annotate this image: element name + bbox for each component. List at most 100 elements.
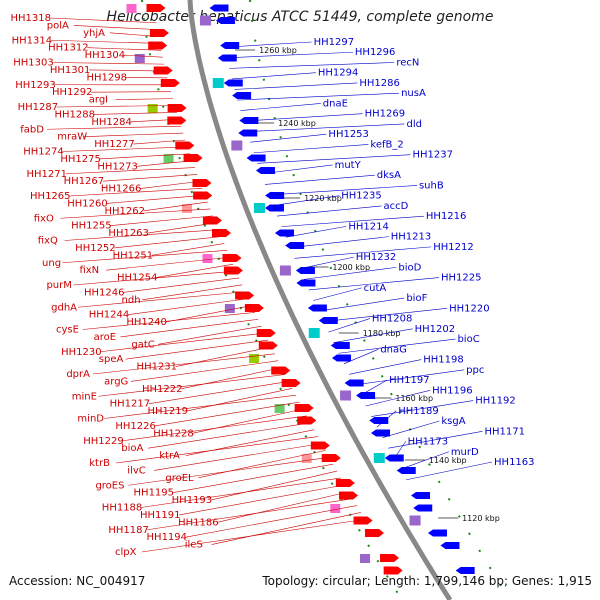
reverse-label-leader	[338, 338, 456, 354]
forward-label-leader	[106, 194, 206, 204]
reverse-gene-arrow	[344, 379, 364, 387]
reverse-gene-label: HH1294	[318, 68, 359, 79]
forward-label-leader	[181, 367, 282, 390]
reverse-label-leader	[308, 277, 440, 291]
forward-label-leader	[109, 32, 159, 37]
reverse-gene-arrow	[274, 229, 294, 237]
reverse-gene-label: HH1213	[391, 232, 432, 243]
reverse-gene-label: dnaE	[323, 98, 348, 109]
forward-label-leader	[185, 505, 357, 538]
forward-label-leader	[56, 105, 175, 108]
forward-label-leader	[211, 512, 361, 545]
reverse-gene-label: ppc	[466, 365, 484, 376]
forward-label-leader	[100, 332, 265, 353]
forward-label-leader	[64, 229, 219, 241]
forward-gene-label: HH1277	[94, 139, 135, 150]
reverse-label-leader	[318, 297, 405, 312]
forward-gene-label: HH1230	[61, 347, 102, 358]
reverse-gene-label: HH1253	[328, 129, 369, 140]
forward-gene-label: HH1240	[126, 317, 167, 328]
reverse-label-leader	[246, 123, 405, 132]
reverse-gene-arrow	[220, 42, 240, 49]
reverse-label-leader	[226, 51, 353, 59]
forward-gene-label: HH1244	[89, 310, 130, 321]
forward-gene-label: yhjA	[83, 28, 105, 39]
reverse-gene-label: HH1171	[484, 426, 525, 437]
reverse-gene-arrow	[356, 392, 376, 399]
reverse-label-leader	[365, 390, 431, 407]
forward-gene-label: minD	[77, 414, 104, 425]
reverse-label-leader	[272, 195, 340, 206]
forward-label-leader	[49, 17, 157, 24]
reverse-gene-arrow	[264, 204, 284, 212]
reverse-gene-label: nusA	[401, 88, 426, 99]
gene-category-box	[181, 204, 192, 213]
reverse-label-leader	[231, 72, 316, 80]
forward-gene-label: HH1266	[101, 184, 141, 195]
reverse-gene-arrow	[440, 542, 460, 549]
forward-label-leader	[120, 319, 259, 338]
forward-gene-label: HH1187	[108, 525, 149, 536]
forward-gene-label: HH1274	[23, 147, 64, 158]
forward-label-leader	[89, 69, 166, 72]
forward-gene-arrow	[149, 29, 169, 37]
forward-gene-arrow	[281, 379, 301, 387]
forward-gene-label: gatC	[131, 339, 154, 350]
reverse-label-leader	[243, 113, 363, 122]
forward-gene-label: HH1229	[83, 436, 124, 447]
forward-gene-arrow	[167, 116, 187, 125]
forward-label-leader	[115, 98, 173, 100]
forward-gene-arrow	[202, 216, 222, 225]
forward-gene-label: HH1287	[18, 102, 59, 113]
gene-category-box	[301, 454, 312, 463]
forward-label-leader	[154, 401, 300, 427]
reverse-gene-label: HH1208	[372, 314, 413, 325]
gene-category-box	[199, 15, 211, 26]
reverse-gene-arrow	[369, 417, 389, 424]
reverse-gene-label: HH1220	[449, 303, 490, 314]
reverse-gene-label: ksgA	[441, 416, 465, 427]
forward-label-leader	[141, 519, 365, 553]
forward-gene-label: HH1219	[148, 406, 189, 417]
forward-label-leader	[217, 491, 349, 523]
forward-label-leader	[143, 201, 208, 212]
reverse-label-leader	[281, 215, 424, 227]
reverse-label-leader	[399, 451, 449, 470]
kbp-tick-label: 1260 kbp	[259, 46, 297, 55]
reverse-gene-label: HH1232	[356, 252, 397, 263]
reverse-gene-arrow	[223, 79, 243, 87]
forward-gene-label: ndh	[122, 295, 141, 306]
reverse-gene-arrow	[396, 467, 416, 474]
reverse-gene-arrow	[384, 454, 404, 462]
reverse-gene-label: HH1189	[398, 406, 439, 417]
forward-gene-label: HH1273	[97, 161, 138, 172]
reverse-gene-arrow	[371, 429, 391, 437]
reverse-label-leader	[382, 420, 440, 438]
gene-category-box	[224, 304, 235, 313]
forward-gene-arrow	[364, 529, 384, 537]
forward-gene-label: aroE	[94, 332, 116, 343]
forward-gene-label: HH1193	[172, 495, 213, 506]
reverse-label-leader	[264, 174, 375, 185]
forward-label-leader	[50, 39, 160, 44]
reverse-gene-label: HH1216	[426, 211, 467, 222]
forward-label-leader	[104, 394, 296, 419]
forward-gene-label: HH1252	[75, 243, 116, 254]
reverse-gene-arrow	[246, 154, 266, 162]
forward-gene-arrow	[175, 141, 195, 150]
reverse-gene-arrow	[411, 492, 431, 499]
forward-gene-label: HH1304	[85, 50, 126, 61]
reverse-gene-arrow	[427, 529, 447, 537]
forward-label-leader	[136, 160, 193, 167]
forward-label-leader	[122, 415, 307, 442]
forward-gene-label: HH1263	[108, 228, 149, 239]
forward-gene-label: HH1301	[50, 65, 91, 76]
forward-gene-label: HH1267	[64, 176, 105, 187]
reverse-gene-label: dld	[406, 119, 421, 130]
forward-label-leader	[116, 436, 319, 464]
reverse-label-leader	[294, 246, 432, 259]
forward-gene-arrow	[183, 154, 203, 162]
forward-gene-label: HH1194	[147, 532, 188, 543]
forward-gene-label: fixO	[34, 213, 54, 224]
